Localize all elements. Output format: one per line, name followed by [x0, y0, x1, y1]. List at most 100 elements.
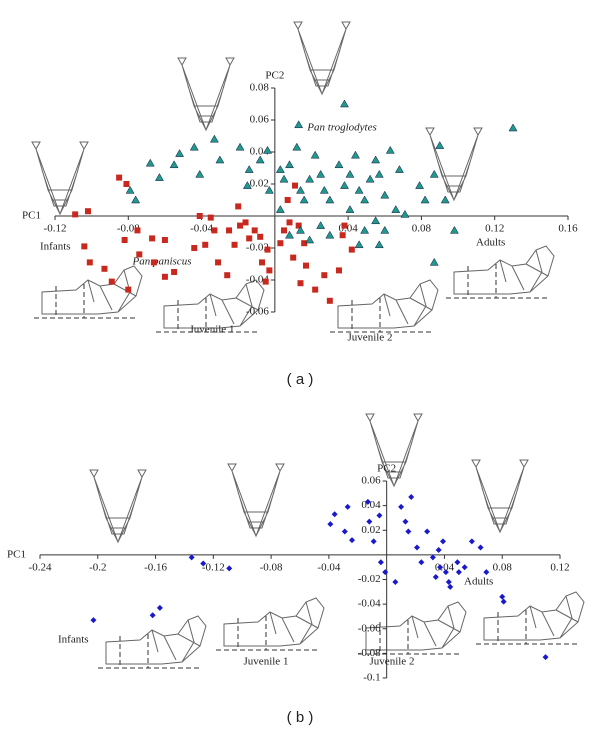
point — [149, 235, 156, 242]
point — [398, 503, 405, 510]
annotation: Adults — [464, 576, 493, 588]
x-axis-label: PC1 — [7, 548, 26, 560]
y-tick-label: 0.08 — [250, 82, 270, 94]
point — [385, 145, 395, 154]
y-tick-label: -0.04 — [358, 598, 381, 610]
annotation: Juvenile 2 — [370, 656, 415, 668]
point — [305, 174, 315, 183]
front-outline — [425, 127, 483, 201]
point — [432, 574, 439, 581]
point — [285, 160, 294, 169]
point — [405, 528, 412, 535]
point — [295, 222, 302, 229]
point — [442, 569, 449, 576]
point — [345, 205, 355, 213]
point — [235, 203, 242, 210]
point — [81, 243, 88, 250]
point — [297, 280, 304, 287]
x-tick-label: -0.04 — [190, 223, 213, 235]
point — [395, 165, 404, 173]
point — [382, 569, 389, 576]
point — [136, 251, 143, 258]
point — [149, 612, 156, 619]
point — [455, 569, 462, 576]
point — [169, 160, 179, 169]
x-tick-label: 0.04 — [435, 561, 455, 573]
x-tick-label: -0.08 — [260, 561, 283, 573]
point — [224, 272, 231, 279]
point — [429, 554, 436, 561]
side-outline — [215, 597, 325, 651]
point — [296, 185, 305, 194]
point — [376, 512, 383, 519]
point — [292, 182, 299, 189]
y-tick-label: 0.04 — [361, 499, 381, 511]
point — [437, 564, 444, 571]
point — [429, 169, 439, 178]
series-label: Pan troglodytes — [306, 122, 377, 134]
point — [354, 185, 364, 194]
point — [374, 240, 384, 249]
front-outline — [471, 459, 529, 533]
point — [341, 528, 348, 535]
point — [202, 241, 209, 248]
point — [255, 155, 265, 164]
caption: ( b ) — [287, 709, 314, 726]
point — [286, 219, 293, 226]
point — [215, 259, 222, 266]
point — [207, 214, 214, 221]
point — [500, 598, 507, 605]
point — [418, 559, 425, 566]
point — [327, 521, 334, 528]
point — [316, 221, 326, 229]
point — [351, 150, 360, 159]
point — [246, 235, 253, 242]
point — [380, 225, 390, 234]
point — [90, 617, 97, 624]
y-tick-label: 0.06 — [250, 114, 270, 126]
y-tick-label: 0.06 — [361, 475, 381, 487]
annotation: Infants — [40, 241, 71, 253]
point — [156, 604, 163, 611]
point — [125, 286, 132, 293]
y-tick-label: -0.06 — [246, 306, 269, 318]
point — [371, 216, 381, 225]
side-outline — [329, 279, 439, 333]
x-axis-label: PC1 — [22, 210, 41, 222]
point — [402, 518, 409, 525]
point — [150, 259, 157, 266]
point — [377, 559, 384, 566]
side-outline — [97, 615, 207, 669]
front-outline — [177, 57, 235, 131]
y-tick-label: -0.02 — [246, 242, 269, 254]
point — [215, 155, 225, 164]
point — [84, 208, 91, 215]
point — [345, 169, 355, 178]
point — [305, 235, 315, 244]
point — [319, 185, 329, 194]
point — [325, 195, 335, 204]
y-tick-label: -0.06 — [358, 622, 381, 634]
point — [483, 569, 490, 576]
x-tick-label: 0.16 — [558, 223, 578, 235]
point — [440, 195, 450, 204]
point — [354, 240, 364, 249]
point — [508, 123, 518, 132]
point — [392, 578, 399, 585]
point — [191, 245, 198, 251]
front-outline — [293, 21, 351, 95]
x-tick-label: -0.08 — [117, 223, 140, 235]
point — [134, 227, 141, 234]
point — [121, 237, 128, 243]
point — [101, 265, 108, 272]
point — [477, 544, 484, 551]
point — [344, 503, 351, 510]
point — [161, 237, 168, 243]
y-tick-label: 0.02 — [361, 524, 380, 536]
point — [226, 227, 233, 234]
point — [325, 230, 335, 239]
point — [195, 169, 205, 178]
y-tick-label: -0.02 — [358, 573, 381, 585]
annotation: Juvenile 1 — [244, 656, 289, 668]
